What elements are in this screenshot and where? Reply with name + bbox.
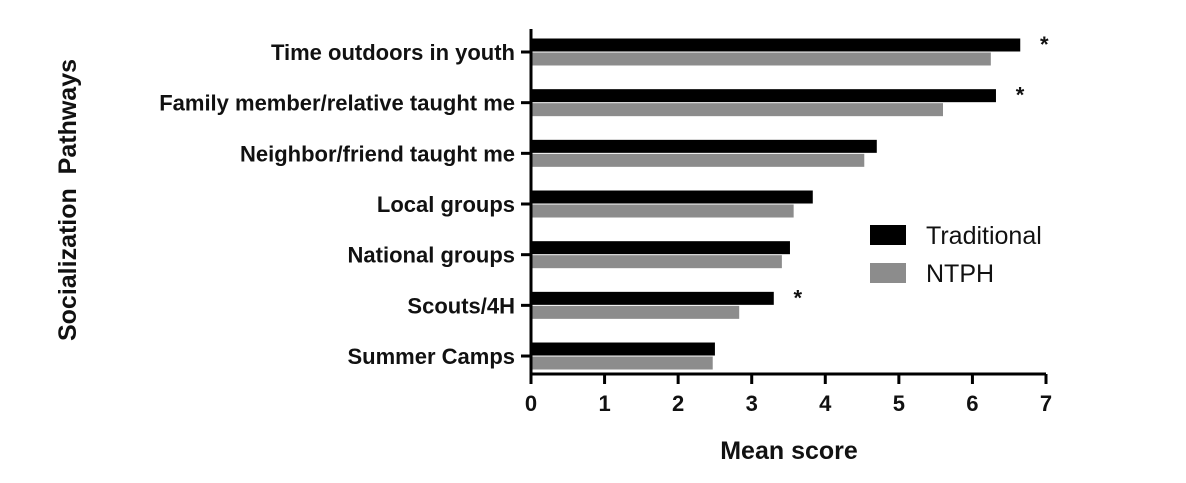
category-label: Local groups bbox=[377, 192, 515, 217]
bar-ntph bbox=[531, 153, 865, 167]
x-tick-label: 1 bbox=[598, 391, 610, 416]
bar-traditional bbox=[531, 190, 813, 204]
x-axis-title: Mean score bbox=[720, 437, 858, 465]
legend-swatch-ntph bbox=[870, 263, 906, 283]
y-axis-ticks bbox=[521, 50, 531, 358]
significance-marker: * bbox=[1040, 32, 1049, 57]
category-label: Summer Camps bbox=[347, 344, 515, 369]
y-axis-title: Socialization Pathways bbox=[54, 59, 82, 341]
category-labels: Time outdoors in youth Family member/rela… bbox=[159, 40, 515, 369]
x-tick-label: 2 bbox=[672, 391, 684, 416]
x-tick-label: 5 bbox=[893, 391, 905, 416]
significance-marker: * bbox=[794, 285, 803, 310]
bar-traditional bbox=[531, 241, 790, 255]
bar-traditional bbox=[531, 89, 996, 103]
legend-swatch-traditional bbox=[870, 225, 906, 245]
x-tick-label: 3 bbox=[746, 391, 758, 416]
bar-ntph bbox=[531, 356, 713, 370]
category-label: Neighbor/friend taught me bbox=[240, 141, 515, 166]
x-tick-label: 0 bbox=[525, 391, 537, 416]
bar-traditional bbox=[531, 342, 715, 356]
bar-ntph bbox=[531, 103, 943, 117]
bar-ntph bbox=[531, 305, 740, 319]
bar-traditional bbox=[531, 291, 774, 305]
bar-ntph bbox=[531, 204, 794, 218]
legend-label-ntph: NTPH bbox=[926, 260, 994, 288]
significance-markers: * * * bbox=[794, 32, 1049, 310]
x-tick-label: 4 bbox=[819, 391, 832, 416]
x-tick-label: 6 bbox=[966, 391, 978, 416]
bar-ntph bbox=[531, 255, 782, 269]
bars-group bbox=[531, 38, 1021, 370]
category-label: Scouts/4H bbox=[407, 293, 515, 318]
significance-marker: * bbox=[1016, 83, 1025, 108]
bar-traditional bbox=[531, 38, 1021, 52]
bar-traditional bbox=[531, 139, 877, 153]
bar-ntph bbox=[531, 52, 991, 66]
legend: Traditional NTPH bbox=[870, 222, 1042, 288]
legend-label-traditional: Traditional bbox=[926, 222, 1042, 250]
x-axis-ticks: 0 1 2 3 4 5 6 7 bbox=[525, 374, 1052, 416]
category-label: National groups bbox=[348, 243, 515, 268]
x-tick-label: 7 bbox=[1040, 391, 1052, 416]
category-label: Time outdoors in youth bbox=[271, 40, 515, 65]
category-label: Family member/relative taught me bbox=[159, 91, 515, 116]
